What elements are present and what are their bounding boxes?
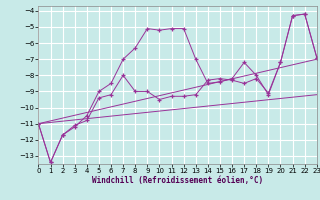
X-axis label: Windchill (Refroidissement éolien,°C): Windchill (Refroidissement éolien,°C): [92, 176, 263, 185]
